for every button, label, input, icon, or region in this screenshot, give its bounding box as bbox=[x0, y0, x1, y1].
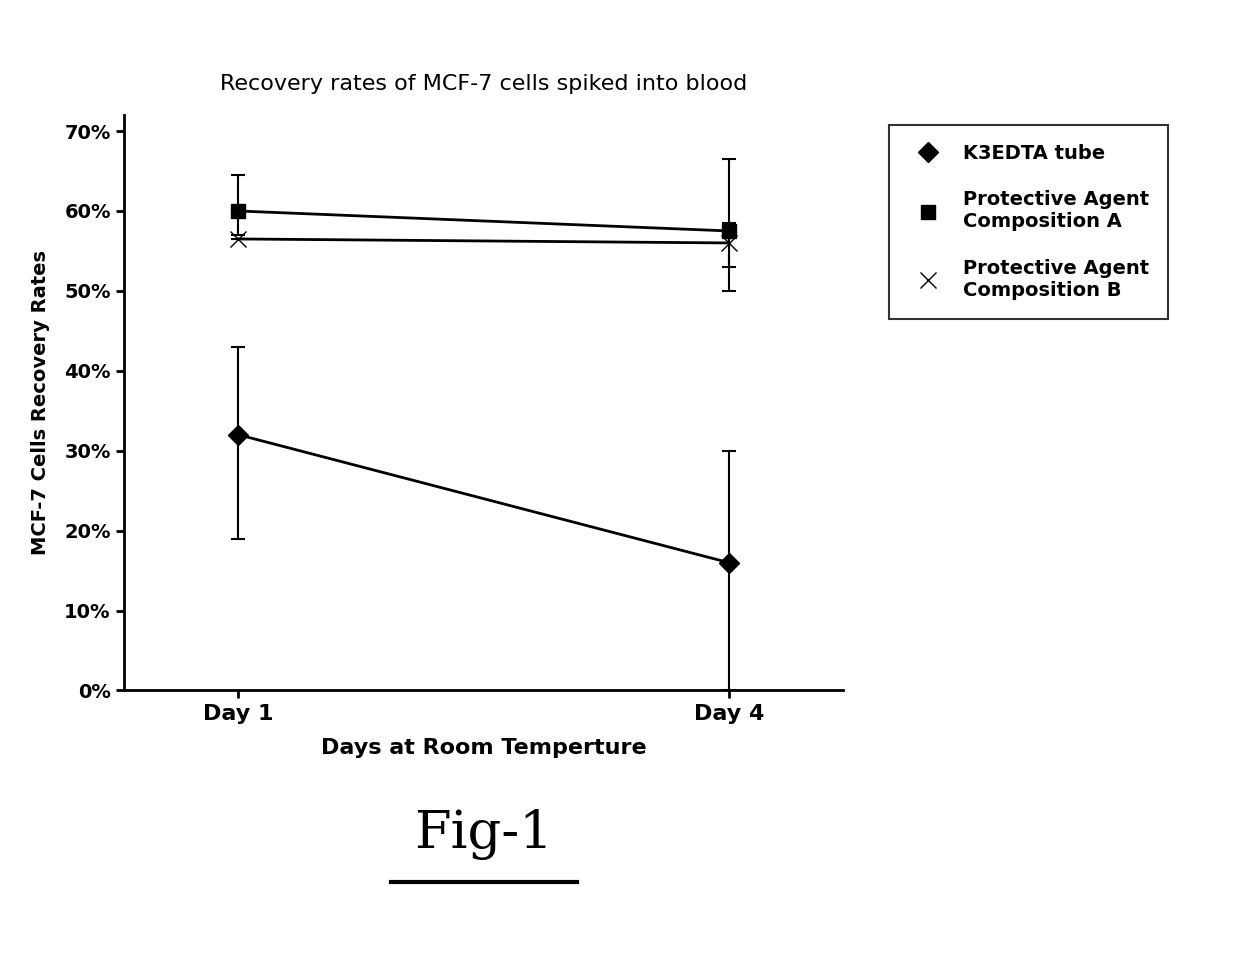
Y-axis label: MCF-7 Cells Recovery Rates: MCF-7 Cells Recovery Rates bbox=[31, 250, 51, 555]
X-axis label: Days at Room Temperture: Days at Room Temperture bbox=[321, 737, 646, 758]
Legend: K3EDTA tube, Protective Agent
Composition A, Protective Agent
Composition B: K3EDTA tube, Protective Agent Compositio… bbox=[889, 125, 1168, 319]
Title: Recovery rates of MCF-7 cells spiked into blood: Recovery rates of MCF-7 cells spiked int… bbox=[219, 74, 748, 94]
Text: Fig-1: Fig-1 bbox=[414, 808, 553, 860]
